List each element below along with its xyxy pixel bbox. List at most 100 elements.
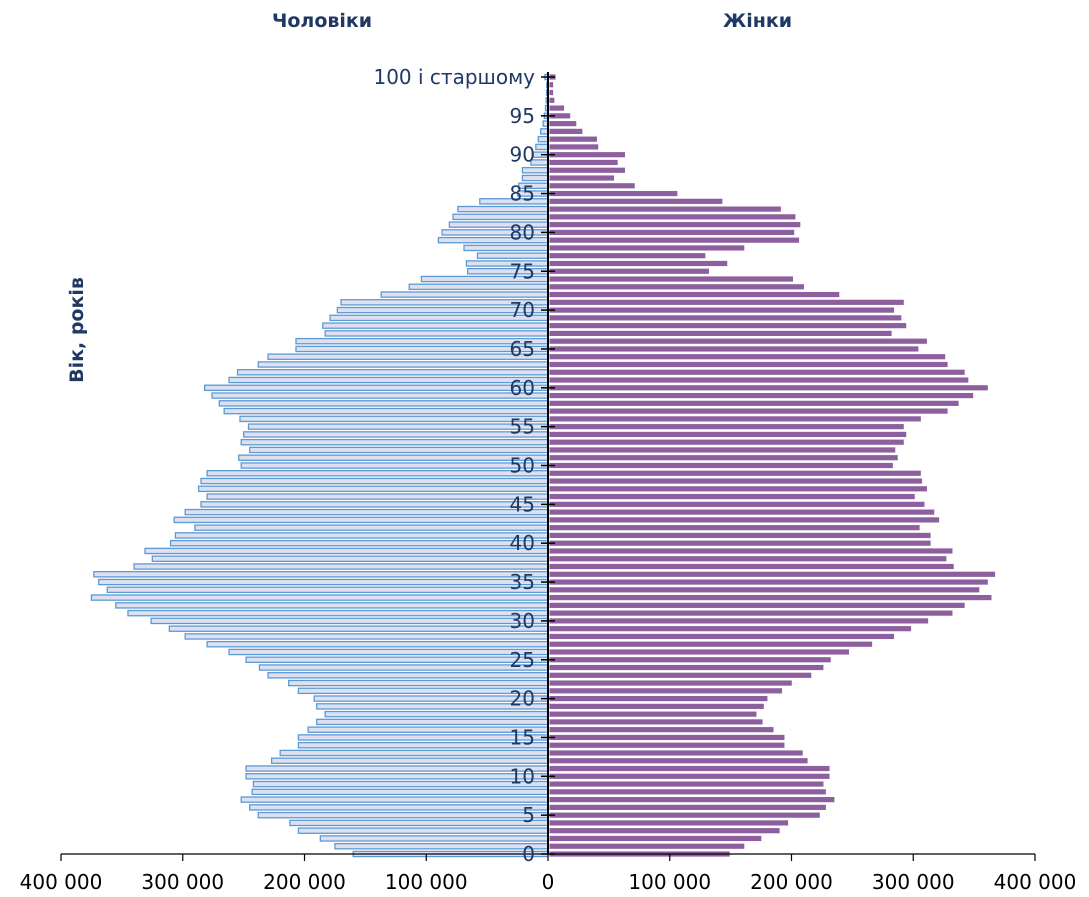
bar-male-age-4 (289, 819, 549, 827)
bar-female-age-94 (549, 121, 577, 127)
bar-female-age-7 (549, 797, 835, 803)
bar-male-age-50 (240, 462, 549, 469)
bar-male-age-56 (239, 415, 549, 423)
bar-female-age-20 (549, 696, 768, 702)
bar-female-age-11 (549, 765, 830, 772)
bar-female-age-92 (549, 136, 597, 142)
x-tick-label-2: 200 000 (263, 870, 346, 894)
bar-female-age-28 (549, 633, 895, 640)
bar-male-age-25 (245, 656, 549, 664)
y-tick-label-70: 70 (510, 298, 535, 322)
bar-male-age-13 (279, 749, 549, 757)
y-tick-label-95: 95 (510, 104, 535, 128)
bar-male-age-36 (93, 571, 549, 578)
y-tick-label-50: 50 (510, 454, 535, 478)
bar-male-age-45 (200, 501, 549, 508)
bar-female-age-32 (549, 602, 965, 608)
bar-male-age-75 (466, 267, 549, 275)
bar-female-age-2 (549, 835, 762, 842)
bar-female-age-34 (549, 587, 980, 593)
bar-female-age-30 (549, 618, 929, 624)
y-tick-label-85: 85 (510, 182, 535, 206)
bar-female-age-79 (549, 237, 800, 243)
y-tick-label-20: 20 (510, 687, 535, 711)
bar-female-age-59 (549, 392, 974, 399)
bar-male-age-51 (238, 454, 549, 461)
bar-female-age-24 (549, 664, 824, 671)
bar-male-age-77 (476, 252, 549, 259)
bar-female-age-99 (549, 82, 554, 88)
bar-male-age-53 (240, 438, 549, 446)
bar-female-age-50 (549, 462, 893, 469)
axes-group: 0 5 10 15 20 25 30 35 40 45 50 55 60 65 70 75 80 85 90 95 10… (20, 65, 1077, 894)
bar-male-age-67 (324, 330, 549, 337)
bar-female-age-87 (549, 175, 615, 181)
bar-female-age-43 (549, 517, 940, 523)
bar-male-age-37 (133, 563, 549, 570)
bar-female-age-18 (549, 711, 757, 717)
y-tick-label-25: 25 (510, 648, 535, 672)
bar-male-age-88 (521, 166, 549, 174)
bar-male-age-26 (228, 648, 549, 656)
bar-female-age-63 (549, 361, 948, 368)
bar-male-age-43 (173, 516, 549, 524)
bar-male-age-46 (206, 493, 549, 500)
bar-female-age-90 (549, 152, 625, 158)
y-tick-label-90: 90 (510, 143, 535, 167)
y-tick-label-10: 10 (510, 764, 535, 788)
bar-female-age-86 (549, 183, 635, 189)
x-tick-label-6: 200 000 (750, 870, 833, 894)
bar-female-age-68 (549, 323, 907, 329)
y-tick-label-55: 55 (510, 415, 535, 439)
x-tick-label-1: 300 000 (141, 870, 224, 894)
bar-male-age-1 (334, 842, 549, 850)
bar-male-age-83 (457, 205, 549, 213)
bar-female-age-51 (549, 455, 898, 461)
bar-female-age-16 (549, 727, 774, 733)
bar-female-age-19 (549, 703, 764, 709)
bar-female-age-48 (549, 478, 923, 484)
bar-female-age-62 (549, 369, 965, 375)
bar-female-age-82 (549, 214, 796, 220)
bar-female-age-56 (549, 416, 921, 422)
bar-male-age-32 (115, 602, 549, 609)
bar-male-age-60 (204, 384, 549, 392)
bar-female-age-44 (549, 509, 935, 515)
bar-male-age-58 (218, 400, 549, 407)
bar-female-age-8 (549, 789, 826, 795)
bar-male-age-5 (257, 811, 549, 819)
bar-female-age-6 (549, 804, 826, 810)
bar-male-age-54 (242, 431, 549, 438)
y-tick-label-15: 15 (510, 725, 535, 749)
bar-male-age-3 (297, 827, 549, 834)
bar-male-age-87 (521, 174, 549, 182)
bar-male-age-42 (194, 524, 549, 531)
bar-female-age-39 (549, 548, 953, 554)
bar-female-age-1 (549, 843, 745, 849)
bar-male-age-72 (380, 291, 549, 298)
bar-female-age-54 (549, 431, 907, 438)
bar-male-age-29 (168, 625, 549, 632)
bar-female-age-67 (549, 330, 892, 337)
y-tick-label-45: 45 (510, 492, 535, 516)
bar-female-age-5 (549, 812, 820, 818)
bar-female-age-38 (549, 556, 947, 562)
bar-female-age-60 (549, 385, 988, 391)
bar-female-age-91 (549, 144, 599, 150)
bar-female-age-89 (549, 159, 618, 166)
bar-female-age-70 (549, 307, 895, 313)
bar-female-age-42 (549, 525, 920, 531)
x-tick-label-5: 100 000 (628, 870, 711, 894)
bar-female-age-96 (549, 105, 565, 111)
bar-female-age-65 (549, 346, 919, 352)
bar-female-age-81 (549, 222, 801, 228)
bar-male-age-73 (408, 283, 549, 291)
bar-female-age-93 (549, 128, 583, 134)
x-tick-label-4: 0 (542, 870, 555, 894)
bar-male-age-22 (288, 679, 549, 687)
bar-female-age-74 (549, 276, 793, 282)
bar-female-age-49 (549, 470, 921, 476)
x-tick-label-8: 400 000 (994, 870, 1077, 894)
bar-female-age-66 (549, 338, 927, 344)
